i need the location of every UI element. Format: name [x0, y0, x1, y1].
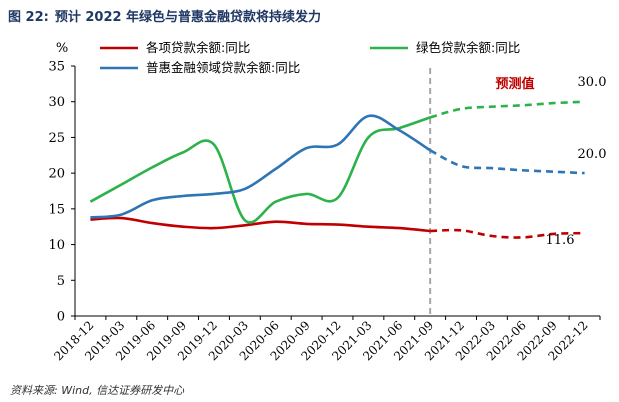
y-tick-label: 25 [48, 131, 65, 146]
y-tick-label: 5 [57, 274, 65, 289]
y-tick-label: 30 [48, 95, 65, 110]
series-line-forecast [429, 149, 585, 175]
forecast-label: 预测值 [495, 76, 534, 92]
source-note: 资料来源: Wind, 信达证券研发中心 [10, 384, 185, 397]
legend-label: 各项贷款余额:同比 [146, 40, 250, 55]
figure-number: 图 22: [8, 10, 49, 25]
series-line-actual [89, 116, 431, 224]
y-tick-label: 15 [48, 202, 65, 217]
y-tick-label: 10 [48, 238, 65, 253]
figure-title-text: 预计 2022 年绿色与普惠金融贷款将持续发力 [54, 10, 322, 25]
legend-label: 绿色贷款余额:同比 [416, 40, 520, 55]
series-line-actual [90, 216, 431, 233]
series-line-forecast [429, 100, 585, 119]
y-tick-label: 35 [48, 60, 65, 75]
series-end-label: 20.0 [578, 147, 607, 162]
y-tick-label: 20 [48, 167, 65, 182]
y-tick-label: 0 [57, 310, 65, 325]
figure-title: 图 22: 预计 2022 年绿色与普惠金融贷款将持续发力 [8, 6, 321, 25]
series-line-actual [90, 114, 431, 219]
y-axis-unit: % [56, 41, 68, 56]
series-line-forecast [430, 228, 585, 239]
series-end-label: 30.0 [578, 75, 607, 90]
legend-label: 普惠金融领域贷款余额:同比 [146, 60, 300, 75]
series-end-label: 11.6 [546, 233, 575, 248]
